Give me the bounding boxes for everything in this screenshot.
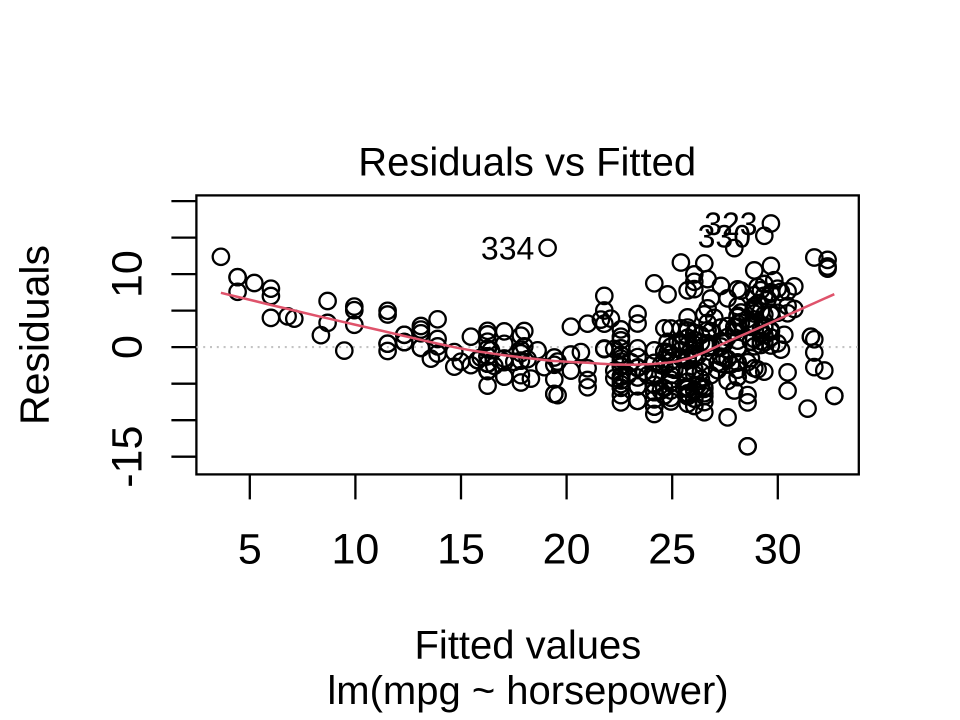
svg-text:Fitted values: Fitted values	[415, 624, 642, 668]
svg-text:30: 30	[754, 526, 802, 574]
svg-text:323: 323	[704, 206, 757, 242]
svg-text:10: 10	[331, 526, 379, 574]
svg-text:334: 334	[481, 230, 534, 266]
svg-text:15: 15	[437, 526, 485, 574]
svg-text:0: 0	[104, 335, 152, 359]
svg-text:Residuals: Residuals	[12, 245, 58, 425]
svg-text:5: 5	[238, 526, 262, 574]
svg-text:10: 10	[104, 250, 152, 298]
svg-text:25: 25	[648, 526, 696, 574]
svg-text:330: 330	[698, 218, 751, 254]
svg-text:-15: -15	[104, 426, 152, 488]
svg-text:lm(mpg ~ horsepower): lm(mpg ~ horsepower)	[327, 669, 728, 713]
svg-text:20: 20	[543, 526, 591, 574]
svg-text:Residuals vs Fitted: Residuals vs Fitted	[358, 141, 696, 185]
